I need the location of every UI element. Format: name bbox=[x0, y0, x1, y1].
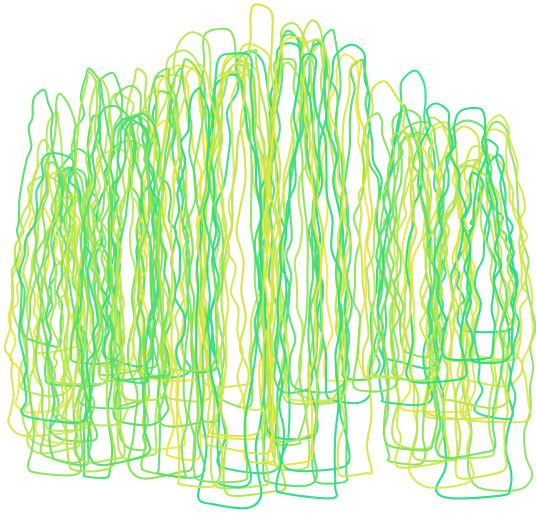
loop-stroke bbox=[380, 133, 440, 452]
loop-layer bbox=[3, 3, 536, 510]
loop-stroke bbox=[25, 160, 84, 477]
loop-stroke bbox=[267, 29, 317, 394]
loop-stroke bbox=[274, 52, 343, 500]
loop-stroke bbox=[461, 120, 536, 492]
loop-stroke bbox=[173, 86, 220, 374]
loop-stroke bbox=[62, 67, 123, 365]
loop-stroke bbox=[34, 92, 90, 464]
loop-stroke bbox=[336, 59, 376, 478]
loop-stroke bbox=[36, 196, 102, 432]
loop-stroke bbox=[105, 112, 178, 382]
loop-stroke bbox=[467, 114, 529, 362]
loop-stroke bbox=[352, 112, 402, 393]
loop-stroke bbox=[433, 106, 503, 362]
loop-stroke bbox=[137, 67, 191, 478]
loop-stroke bbox=[276, 38, 352, 402]
loop-stroke bbox=[196, 71, 264, 389]
loop-stroke bbox=[7, 207, 75, 414]
loop-stroke bbox=[15, 88, 68, 348]
loop-stroke bbox=[365, 130, 442, 382]
loop-stroke bbox=[376, 109, 434, 466]
loop-stroke bbox=[434, 165, 516, 410]
loop-stroke bbox=[169, 63, 231, 488]
loop-stroke bbox=[389, 148, 456, 469]
loop-stroke bbox=[261, 35, 323, 467]
loop-stroke bbox=[115, 111, 174, 402]
loop-stroke bbox=[357, 80, 418, 379]
loop-stroke bbox=[426, 119, 508, 459]
loop-stroke bbox=[261, 21, 324, 444]
loop-stroke bbox=[155, 58, 225, 428]
loop-stroke bbox=[334, 58, 384, 382]
loop-stroke bbox=[225, 42, 282, 412]
loop-stroke bbox=[3, 157, 84, 437]
loop-stroke bbox=[75, 104, 157, 467]
loop-stroke bbox=[463, 138, 518, 365]
loop-stroke bbox=[388, 126, 442, 451]
loop-stroke bbox=[235, 3, 282, 465]
loop-stroke bbox=[435, 171, 514, 500]
loop-stroke bbox=[18, 151, 99, 424]
